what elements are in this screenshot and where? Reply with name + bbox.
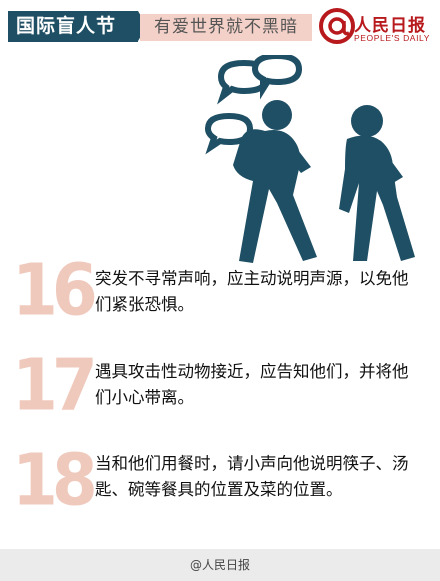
tip-number: 16 (12, 248, 98, 332)
tip-number: 18 (12, 438, 98, 522)
logo-name: 人民日报 (354, 16, 426, 36)
people-daily-logo: 人民日报 PEOPLE'S DAILY (318, 7, 436, 49)
footer: @人民日报 (0, 549, 440, 581)
header: 国际盲人节 有爱世界就不黑暗 人民日报 PEOPLE'S DAILY (0, 0, 440, 54)
tip-text: 当和他们用餐时，请小声向他说明筷子、汤匙、碗等餐具的位置及菜的位置。 (95, 454, 409, 499)
tip-text: 突发不寻常声响，应主动说明声源，以免他们紧张恐惧。 (95, 269, 409, 314)
event-tag: 国际盲人节 (8, 11, 147, 42)
at-sign-icon (319, 8, 355, 44)
watermark: @人民日报 (189, 558, 250, 572)
two-walking-people-speech-bubbles-icon (204, 55, 415, 263)
logo-english: PEOPLE'S DAILY (354, 33, 431, 43)
slogan: 有爱世界就不黑暗 (140, 14, 312, 41)
tip-number: 17 (12, 343, 98, 427)
tip-text: 遇具攻击性动物接近，应告知他们，并将他们小心带离。 (95, 362, 409, 407)
